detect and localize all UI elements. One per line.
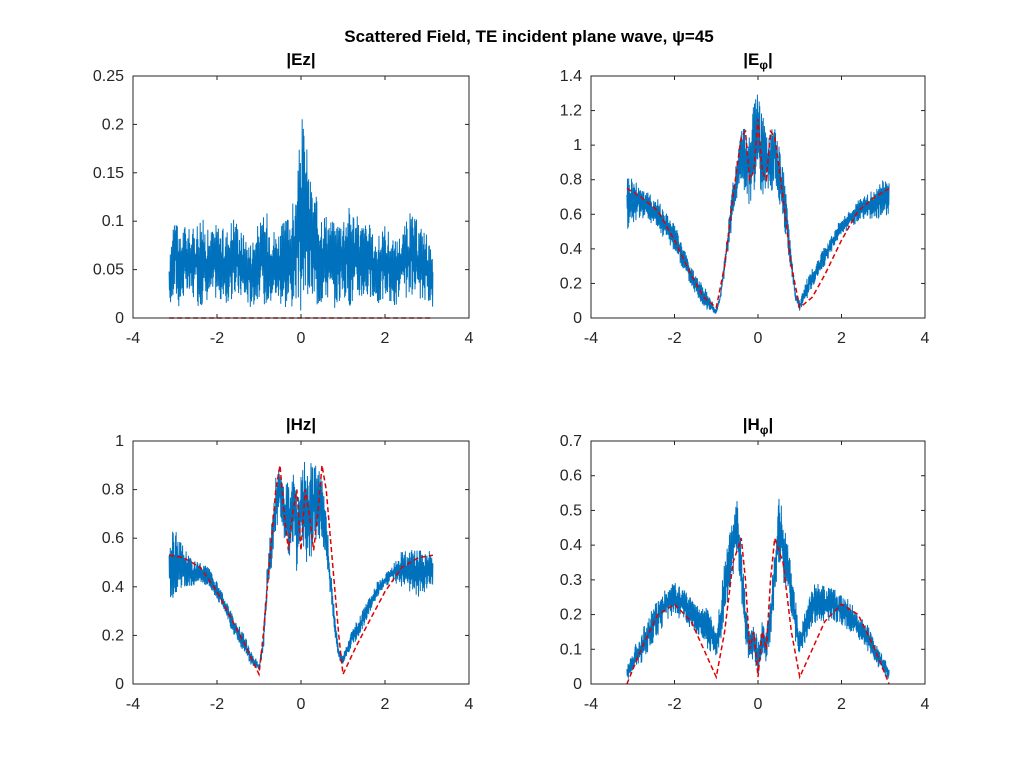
x-tick-label: -2 bbox=[667, 330, 681, 347]
y-tick-label: 1.2 bbox=[560, 103, 582, 120]
y-tick-label: 0 bbox=[115, 676, 124, 693]
x-tick-label: 2 bbox=[837, 696, 846, 713]
x-tick-label: 0 bbox=[754, 696, 763, 713]
x-tick-label: 2 bbox=[837, 330, 846, 347]
series-group bbox=[626, 498, 890, 685]
series-line-solid bbox=[168, 119, 434, 311]
y-tick-label: 0 bbox=[573, 676, 582, 693]
x-tick-label: 2 bbox=[381, 696, 390, 713]
series-line-solid bbox=[168, 462, 434, 670]
y-tick-label: 0.6 bbox=[560, 468, 582, 485]
x-tick-label: 4 bbox=[921, 696, 930, 713]
panel-hz: -4 -2 0 2 4 0 0.2 0.4 0.6 0.8 1 |Hz| bbox=[102, 415, 474, 713]
y-tick-label: 0.1 bbox=[102, 213, 124, 230]
x-tick-label: -2 bbox=[667, 696, 681, 713]
y-tick-label: 0 bbox=[115, 310, 124, 327]
y-tick-label: 0.15 bbox=[93, 165, 124, 182]
y-tick-label: 0.2 bbox=[102, 627, 124, 644]
panel-ephi: -4 -2 0 2 4 0 0.2 0.4 0.6 0.8 1 1.2 1.4 |Eφ| bbox=[560, 50, 930, 347]
x-tick-label: 4 bbox=[465, 696, 474, 713]
y-tick-label: 0.7 bbox=[560, 433, 582, 450]
panel-ez: -4 -2 0 2 4 0 0.05 0.1 0.15 0.2 0.25 |Ez| bbox=[93, 50, 474, 347]
y-tick-label: 0.6 bbox=[102, 530, 124, 547]
y-tick-label: 0.8 bbox=[102, 482, 124, 499]
series-line-solid bbox=[626, 498, 890, 679]
y-tick-label: 1.4 bbox=[560, 68, 582, 85]
subplot-title: |Ez| bbox=[286, 50, 315, 69]
x-tick-label: 0 bbox=[754, 330, 763, 347]
subplot-title: |Eφ| bbox=[743, 50, 772, 72]
x-tick-label: 2 bbox=[381, 330, 390, 347]
x-tick-label: 4 bbox=[465, 330, 474, 347]
y-tick-label: 0.3 bbox=[560, 572, 582, 589]
x-tick-label: -4 bbox=[126, 330, 140, 347]
figure-title: Scattered Field, TE incident plane wave,… bbox=[344, 27, 713, 46]
series-line-dashed bbox=[626, 119, 890, 310]
series-group bbox=[626, 94, 890, 314]
x-tick-label: -2 bbox=[210, 696, 224, 713]
y-tick-label: 1 bbox=[573, 137, 582, 154]
subplot-title: |Hφ| bbox=[743, 415, 773, 437]
x-tick-label: -4 bbox=[584, 330, 598, 347]
x-tick-label: 4 bbox=[921, 330, 930, 347]
y-tick-label: 0.4 bbox=[102, 579, 124, 596]
series-line-dashed bbox=[626, 537, 890, 685]
series-group bbox=[168, 462, 434, 678]
x-tick-label: 0 bbox=[297, 330, 306, 347]
panel-hphi: -4 -2 0 2 4 0 0.1 0.2 0.3 0.4 0.5 0.6 0.7 |Hφ| bbox=[560, 415, 930, 713]
subplot-title: |Hz| bbox=[286, 415, 316, 434]
x-tick-label: -4 bbox=[584, 696, 598, 713]
y-tick-label: 0.2 bbox=[102, 116, 124, 133]
y-tick-label: 0.6 bbox=[560, 206, 582, 223]
y-tick-label: 0.5 bbox=[560, 502, 582, 519]
y-tick-label: 0.4 bbox=[560, 241, 582, 258]
axes-container: -4 -2 0 2 4 0 0.05 0.1 0.15 0.2 0.25 |Ez| -4 -2 0 2 4 0 0.… bbox=[93, 50, 930, 713]
y-tick-label: 0.4 bbox=[560, 537, 582, 554]
y-tick-label: 0.05 bbox=[93, 262, 124, 279]
y-tick-label: 0.8 bbox=[560, 172, 582, 189]
x-tick-label: -4 bbox=[126, 696, 140, 713]
y-tick-label: 0.25 bbox=[93, 68, 124, 85]
y-tick-label: 0 bbox=[573, 310, 582, 327]
x-tick-label: -2 bbox=[210, 330, 224, 347]
y-tick-label: 0.2 bbox=[560, 607, 582, 624]
y-tick-label: 1 bbox=[115, 433, 124, 450]
y-tick-label: 0.2 bbox=[560, 275, 582, 292]
y-tick-label: 0.1 bbox=[560, 641, 582, 658]
x-tick-label: 0 bbox=[297, 696, 306, 713]
series-line-solid bbox=[626, 94, 890, 314]
